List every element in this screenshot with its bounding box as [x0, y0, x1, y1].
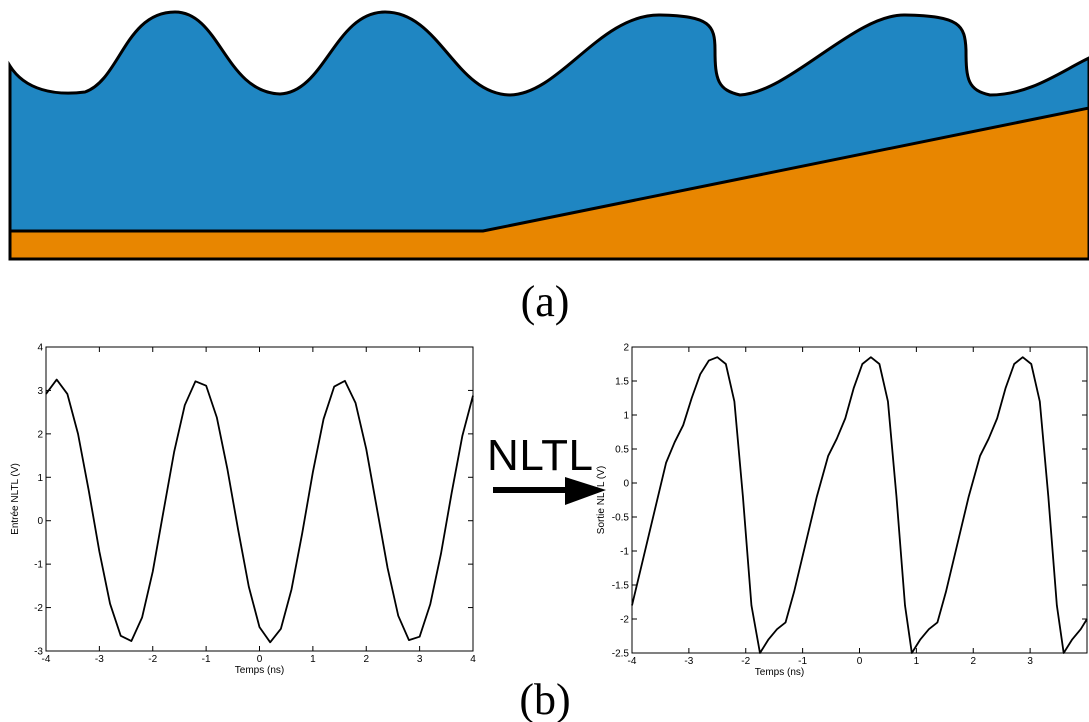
- x-tick-label: -1: [798, 656, 807, 667]
- x-axis-label: Temps (ns): [235, 665, 284, 676]
- x-tick-label: -1: [202, 654, 211, 665]
- y-tick-label: 1: [37, 473, 43, 484]
- panel-label: (a): [521, 277, 570, 326]
- x-tick-label: 0: [857, 656, 863, 667]
- data-line: [631, 356, 1088, 654]
- x-tick-label: 0: [257, 654, 263, 665]
- y-tick-label: -3: [34, 647, 43, 658]
- x-tick-label: 2: [363, 654, 369, 665]
- plot-frame: [631, 346, 1088, 654]
- y-tick-label: -2: [620, 615, 629, 626]
- y-tick-label: -2: [34, 603, 43, 614]
- arrow-head: [565, 477, 606, 505]
- x-tick-label: 2: [970, 656, 976, 667]
- y-tick-label: -1: [620, 547, 629, 558]
- panel-label: (b): [519, 675, 570, 722]
- y-tick-label: 0: [37, 516, 43, 527]
- data-line: [45, 378, 474, 644]
- y-tick-label: -1: [34, 560, 43, 571]
- y-tick-label: 2: [623, 343, 629, 354]
- y-tick-label: -1.5: [612, 581, 630, 592]
- x-tick-label: -3: [95, 654, 104, 665]
- x-tick-label: 1: [310, 654, 316, 665]
- substrate: [8, 106, 1089, 261]
- x-tick-label: -3: [684, 656, 693, 667]
- x-tick-label: 4: [470, 654, 476, 665]
- x-tick-label: -2: [148, 654, 157, 665]
- x-axis-label: Temps (ns): [755, 667, 804, 678]
- y-axis-label: Entrée NLTL (V): [10, 463, 21, 535]
- x-tick-label: 1: [914, 656, 920, 667]
- y-axis-label: Sortie NLTL (V): [596, 466, 607, 534]
- x-tick-label: 3: [1027, 656, 1033, 667]
- y-tick-label: -2.5: [612, 649, 630, 660]
- y-tick-label: 3: [37, 386, 43, 397]
- y-tick-label: 0.5: [615, 445, 629, 456]
- y-tick-label: -0.5: [612, 513, 630, 524]
- y-tick-label: 1: [623, 411, 629, 422]
- x-tick-label: -2: [741, 656, 750, 667]
- y-tick-label: 1.5: [615, 377, 629, 388]
- x-tick-label: 3: [417, 654, 423, 665]
- arrow-label: NLTL: [487, 431, 593, 480]
- y-tick-label: 0: [623, 479, 629, 490]
- y-tick-label: 2: [37, 429, 43, 440]
- x-tick-label: -4: [42, 654, 51, 665]
- x-tick-label: -4: [628, 656, 637, 667]
- y-tick-label: 4: [37, 343, 43, 354]
